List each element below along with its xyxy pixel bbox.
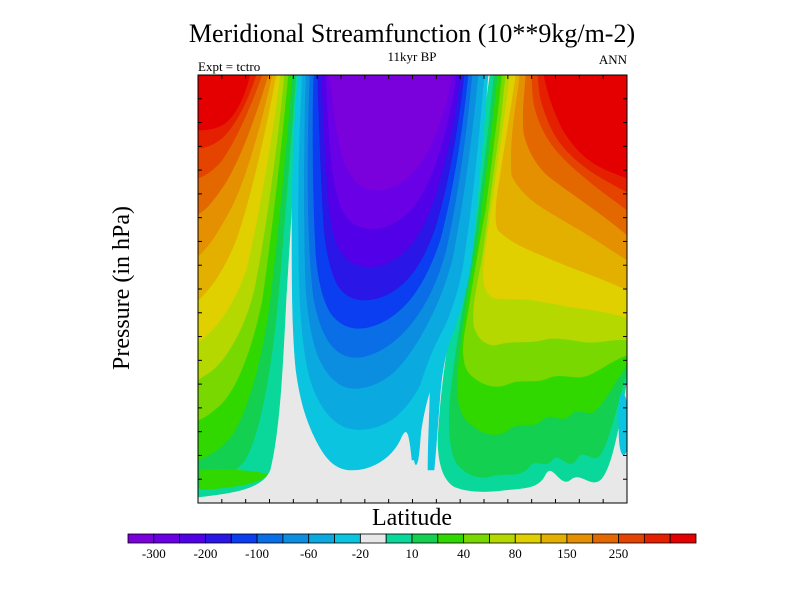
colorbar-swatch — [592, 533, 619, 544]
colorbar-tick-label: -60 — [300, 546, 317, 561]
colorbar — [127, 533, 697, 544]
subtitle-right: ANN — [599, 52, 628, 67]
colorbar-labels: -300 -200 -100 -60 -20 10 40 80 150 250 — [142, 546, 628, 561]
chart-title: Meridional Streamfunction (10**9kg/m-2) — [189, 19, 635, 48]
colorbar-swatch — [514, 533, 542, 544]
southern-cell-band-11 — [198, 75, 251, 131]
colorbar-tick-label: 150 — [557, 546, 577, 561]
isolated-feature-0 — [412, 394, 422, 465]
axis-ticks — [198, 75, 627, 503]
colorbar-swatch — [566, 533, 594, 544]
colorbar-swatch — [385, 533, 413, 544]
colorbar-swatch — [489, 533, 516, 544]
colorbar-tick-label: 40 — [457, 546, 470, 561]
colorbar-swatch — [359, 533, 387, 544]
subtitle-left: Expt = tctro — [198, 59, 260, 74]
colorbar-tick-label: 80 — [509, 546, 522, 561]
colorbar-tick-label: -200 — [194, 546, 218, 561]
colorbar-swatch — [205, 533, 232, 544]
colorbar-swatch — [127, 533, 155, 544]
x-axis-label: Latitude — [372, 505, 452, 531]
subtitle-center: 11kyr BP — [388, 49, 437, 64]
colorbar-tick-label: -100 — [245, 546, 269, 561]
colorbar-swatch — [411, 533, 439, 544]
colorbar-tick-label: 10 — [406, 546, 419, 561]
plot-area — [198, 75, 627, 503]
colorbar-swatch — [669, 533, 697, 544]
colorbar-swatch — [230, 533, 258, 544]
colorbar-tick-label: -300 — [142, 546, 166, 561]
isolated-feature-1 — [618, 393, 627, 456]
northern-cell-band-11 — [543, 75, 627, 179]
colorbar-swatch — [437, 533, 465, 544]
colorbar-swatch — [618, 533, 645, 544]
colorbar-tick-label: 250 — [609, 546, 629, 561]
colorbar-swatch — [463, 533, 490, 544]
colorbar-swatch — [334, 533, 361, 544]
contour-fills — [198, 75, 627, 498]
isolated-feature-2 — [200, 469, 268, 490]
colorbar-swatch — [540, 533, 568, 544]
colorbar-swatch — [153, 533, 181, 544]
tropical-cell-band-8 — [329, 75, 453, 191]
y-axis-label: Pressure (in hPa) — [109, 206, 135, 370]
colorbar-swatch — [282, 533, 310, 544]
colorbar-swatch — [179, 533, 206, 544]
colorbar-swatch — [256, 533, 284, 544]
colorbar-tick-label: -20 — [352, 546, 369, 561]
colorbar-swatch — [643, 533, 671, 544]
colorbar-swatch — [308, 533, 335, 544]
